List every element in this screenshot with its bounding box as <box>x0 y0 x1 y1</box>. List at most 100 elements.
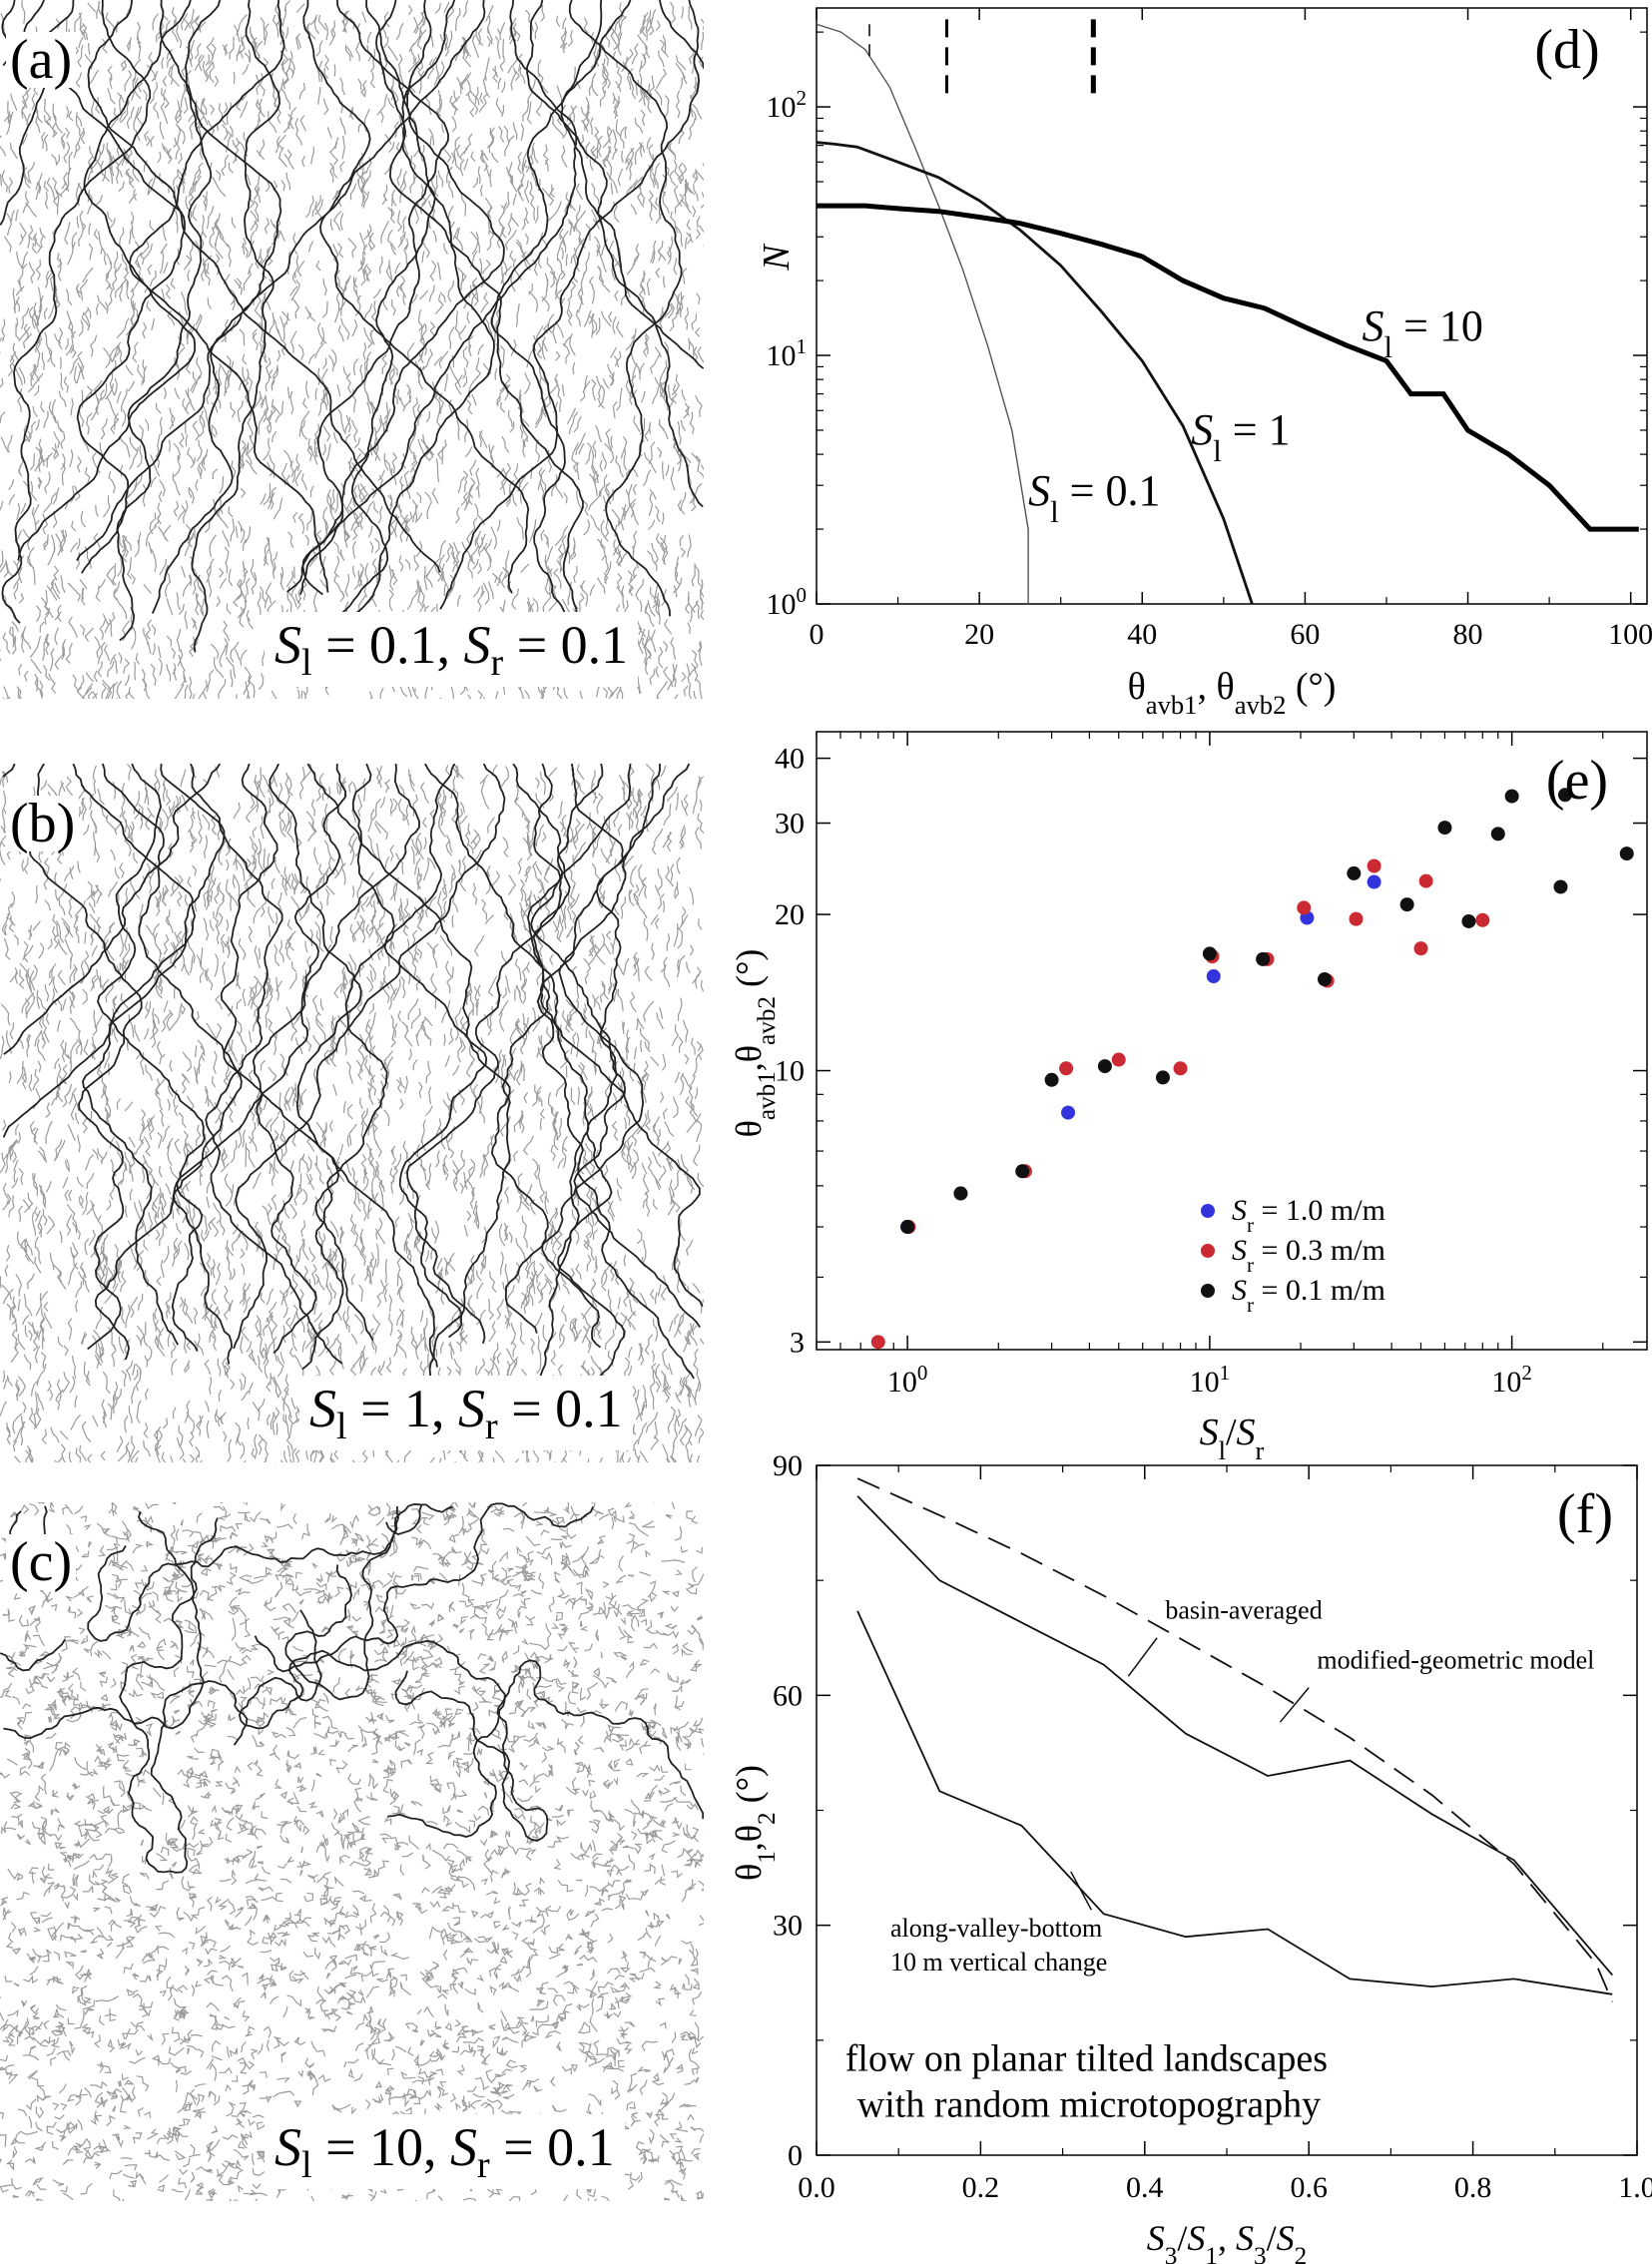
chart-e-point <box>1260 951 1275 966</box>
chart-f-xtick-label: 0.8 <box>1454 2171 1492 2204</box>
map-trunk-channel <box>301 764 456 1371</box>
chart-f-note-line: along-valley-bottom <box>890 1914 1102 1943</box>
map-trunk-channel <box>87 1505 399 1642</box>
chart-e-point <box>1155 1070 1170 1085</box>
chart-d-ytick-label: 102 <box>767 86 808 124</box>
chart-e-point <box>1297 900 1312 915</box>
chart-e-point <box>1490 827 1505 842</box>
chart-e-legend-label: Sr = 0.3 m/m <box>1232 1234 1385 1277</box>
map-trunk-channel <box>659 0 704 69</box>
chart-f-xlabel: S3/S1, S3/S2 <box>1147 2218 1307 2264</box>
chart-f-xtick-label: 0.4 <box>1126 2171 1164 2204</box>
chart-f-series-line <box>856 1495 1613 1977</box>
chart-d-xtick-label: 40 <box>1127 618 1157 651</box>
chart-f-series-line <box>856 1477 1614 2002</box>
chart-f-xtick-label: 0.0 <box>798 2171 835 2204</box>
chart-e-point <box>1461 913 1476 928</box>
map-trunk-channel <box>3 764 222 1055</box>
chart-f-ytick-label: 60 <box>773 1679 803 1712</box>
chart-d-xlabel: θavb1, θavb2 (°) <box>1128 666 1337 720</box>
chart-e-ytick-label: 30 <box>775 808 805 841</box>
chart-e-point <box>1044 1072 1059 1087</box>
drainage-network-map-c <box>0 1502 704 2201</box>
chart-e-xtick-label: 100 <box>887 1361 928 1399</box>
map-trunk-channel <box>491 0 632 618</box>
chart-e-legend-label: Sr = 0.1 m/m <box>1232 1274 1385 1317</box>
chart-e-point <box>1205 949 1220 964</box>
map-trunk-channel <box>17 0 285 561</box>
map-trunk-channel <box>568 0 683 617</box>
chart-e-point <box>1061 1105 1076 1120</box>
chart-f-curve-label: basin-averaged <box>1165 1596 1322 1625</box>
panel-label-c: (c) <box>6 1534 77 1590</box>
map-trunk-channel <box>333 0 495 634</box>
chart-e-point <box>1017 1164 1032 1179</box>
chart-d-panel-label: (d) <box>1534 19 1599 81</box>
map-trunk-channel <box>298 0 578 596</box>
chart-d-xtick-label: 80 <box>1453 618 1483 651</box>
chart-e-point <box>1349 911 1364 926</box>
map-trunk-channel <box>116 0 222 642</box>
chart-e-panel-label: (e) <box>1546 750 1608 812</box>
chart-e-point <box>1418 873 1433 888</box>
chart-f-leader <box>1070 1871 1093 1911</box>
chart-f-note-line: 10 m vertical change <box>890 1948 1107 1977</box>
chart-f-xtick-label: 1.0 <box>1618 2171 1652 2204</box>
chart-e-frame <box>816 731 1648 1351</box>
chart-d-ylabel: N <box>756 243 798 272</box>
chart-d: 0 20 40 60 80 100 100 101 102 Sl = 0.1 Sl = 1 Sl = … <box>756 7 1652 720</box>
map-trunk-channel <box>191 0 281 653</box>
map-trunk-channel <box>171 764 347 1352</box>
chart-e-point <box>1173 1061 1188 1076</box>
chart-f-note-line: with random microtopography <box>857 2084 1321 2126</box>
map-trunk-channel <box>269 764 438 1368</box>
chart-e-point <box>1413 941 1428 956</box>
chart-e-ytick-label: 3 <box>790 1326 805 1359</box>
chart-e-point <box>870 1335 885 1350</box>
map-trunk-channel <box>2 764 226 1138</box>
chart-e-point <box>900 1220 915 1235</box>
chart-e-ytick-label: 40 <box>775 743 805 776</box>
panel-label-a: (a) <box>6 32 77 88</box>
map-trunk-channel <box>97 764 234 1365</box>
map-caption-b: Sl = 1, Sr = 0.1 <box>299 1376 633 1451</box>
chart-f-ytick-label: 30 <box>773 1910 803 1943</box>
chart-e-point <box>1475 912 1490 927</box>
map-texture-branches <box>0 764 704 1462</box>
map-trunk-channel <box>190 764 343 1365</box>
chart-d-series-line <box>817 203 1639 532</box>
chart-d-xtick-label: 100 <box>1608 618 1652 651</box>
chart-f-series-line <box>856 1610 1613 1995</box>
chart-e-point <box>1553 879 1568 894</box>
chart-e-point <box>1097 1059 1112 1074</box>
chart-f-ytick-label: 0 <box>788 2139 803 2172</box>
map-trunk-channel <box>119 1510 249 1874</box>
map-trunk-channel <box>238 1609 506 1838</box>
chart-e-xtick-label: 101 <box>1190 1361 1231 1399</box>
chart-e-xtick-label: 102 <box>1491 1361 1532 1399</box>
map-trunk-channel <box>439 0 701 610</box>
chart-d-series-label: Sl = 0.1 <box>1028 466 1160 529</box>
chart-d-series-label: Sl = 10 <box>1363 301 1483 364</box>
chart-e-point <box>1557 788 1572 803</box>
map-trunk-channel <box>406 764 571 1345</box>
chart-e-point <box>1399 897 1414 912</box>
chart-d-series-line <box>817 141 1254 604</box>
chart-e-point <box>1504 789 1519 804</box>
map-trunk-channel <box>301 0 449 596</box>
map-panel-a: (a) Sl = 0.1, Sr = 0.1 <box>0 0 704 699</box>
map-trunk-channel <box>94 764 278 1361</box>
panel-label-b: (b) <box>6 796 80 851</box>
map-trunk-channel <box>351 764 602 1349</box>
chart-d-frame <box>816 7 1648 605</box>
map-panel-b: (b) Sl = 1, Sr = 0.1 <box>0 764 704 1462</box>
map-trunk-channel <box>1 0 152 624</box>
chart-e-point <box>1059 1061 1074 1076</box>
map-trunk-channel <box>333 0 456 630</box>
chart-f-panel-label: (f) <box>1557 1483 1613 1545</box>
map-trunk-channel <box>39 0 186 574</box>
chart-d-ytick-label: 101 <box>767 334 808 372</box>
map-trunk-channel <box>560 0 704 369</box>
chart-e-ytick-label: 10 <box>775 1055 805 1088</box>
map-trunk-channel <box>385 1504 423 1535</box>
